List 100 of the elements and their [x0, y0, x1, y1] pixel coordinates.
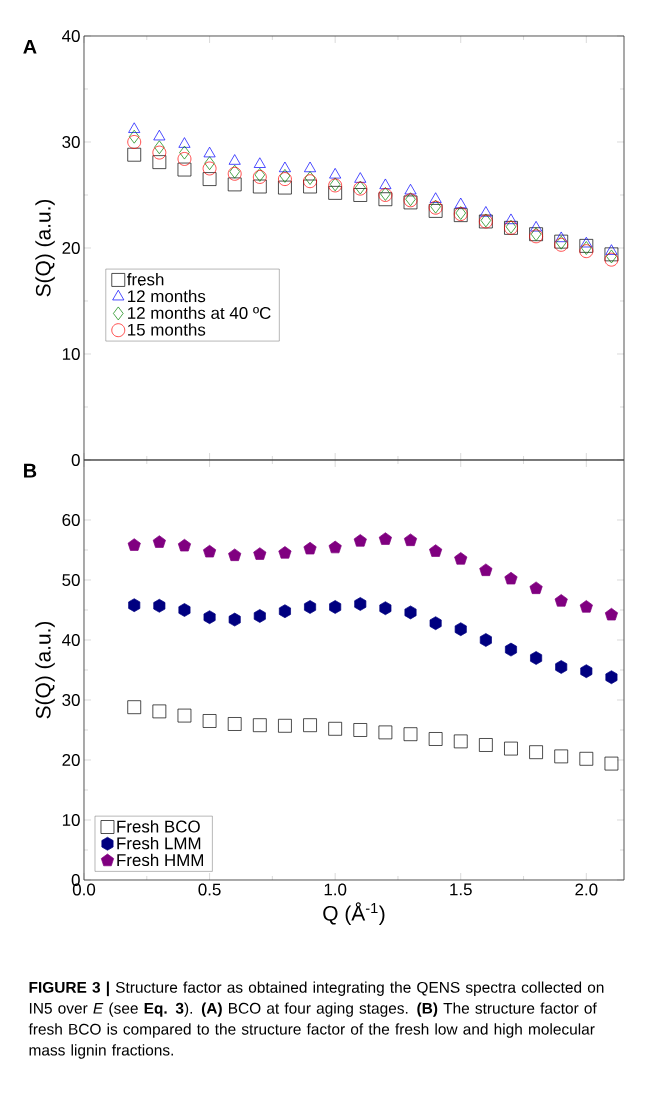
x-tick-label: 0.5 [198, 883, 221, 896]
y-tick-label: 20 [62, 753, 80, 766]
point [204, 156, 215, 171]
point [429, 192, 442, 203]
point [479, 633, 492, 647]
point [329, 600, 342, 614]
point [579, 244, 594, 259]
y-tick-label: 40 [62, 633, 80, 646]
y-axis-title: S(Q) (a.u.) [35, 199, 55, 297]
point [404, 605, 417, 620]
point [227, 177, 242, 192]
point [127, 538, 141, 551]
point [278, 604, 291, 619]
point [530, 651, 543, 665]
x-tick-label: 2.0 [575, 883, 598, 896]
point [479, 563, 493, 576]
x-tick-label: 1.0 [324, 883, 347, 896]
point [178, 137, 191, 148]
point [428, 204, 443, 218]
point [328, 721, 343, 736]
y-tick-label: 0 [71, 453, 80, 466]
point [152, 145, 167, 160]
point [353, 723, 368, 737]
point [177, 152, 192, 166]
point [604, 756, 619, 771]
point [227, 717, 242, 731]
point [505, 642, 517, 657]
point [153, 129, 166, 141]
point [177, 162, 192, 177]
legend-label: fresh [127, 273, 164, 286]
point [354, 172, 367, 183]
chart-title: A [23, 39, 37, 54]
point [505, 213, 517, 225]
point [328, 540, 342, 554]
point [128, 598, 141, 613]
y-axis-title: S(Q) (a.u.) [35, 621, 55, 719]
point [152, 535, 166, 548]
point [203, 544, 217, 558]
point [154, 140, 165, 155]
point [278, 161, 291, 173]
x-axis-title: Q (Å$^{-1}$) [323, 902, 385, 925]
point [253, 157, 266, 168]
point [304, 171, 316, 185]
point [203, 146, 216, 158]
point [228, 612, 241, 627]
x-tick-label: 1.5 [450, 883, 472, 896]
legend-label: Fresh LMM [117, 836, 201, 850]
point [203, 610, 216, 625]
point [479, 738, 493, 752]
legend-label: 12 months [128, 289, 206, 303]
point [202, 161, 217, 176]
point [353, 534, 367, 547]
legend-label: 15 months [128, 323, 206, 336]
point [153, 598, 166, 613]
y-tick-label: 40 [62, 29, 80, 42]
point [530, 221, 543, 232]
point [253, 547, 267, 560]
point [454, 552, 468, 565]
point [554, 594, 568, 607]
point [378, 532, 392, 545]
point [177, 538, 191, 552]
point [304, 600, 317, 614]
point [304, 161, 317, 173]
y-tick-label: 30 [62, 135, 80, 148]
point [404, 183, 417, 195]
point [353, 188, 368, 202]
point [128, 122, 141, 133]
y-tick-label: 20 [62, 241, 80, 254]
point [605, 244, 618, 255]
point [403, 727, 418, 742]
point [454, 197, 467, 209]
point [329, 168, 342, 179]
point [579, 600, 593, 613]
point [278, 718, 292, 733]
point [152, 155, 167, 169]
point [228, 548, 242, 561]
y-tick-label: 30 [62, 693, 80, 706]
y-tick-label: 10 [62, 347, 80, 360]
point [303, 174, 317, 189]
point [228, 154, 241, 165]
point [604, 607, 618, 621]
point [129, 129, 140, 144]
y-tick-label: 10 [62, 813, 80, 826]
point [354, 597, 367, 611]
y-tick-label: 50 [62, 573, 80, 586]
y-tick-label: 60 [62, 513, 80, 526]
point [580, 236, 593, 248]
point [303, 541, 317, 555]
point [127, 700, 142, 715]
point [429, 544, 443, 557]
point [454, 622, 467, 637]
legend-label: Fresh BCO [117, 820, 200, 833]
legend-label: Fresh HMM [117, 853, 204, 867]
point [453, 734, 468, 749]
point [178, 603, 191, 617]
point [555, 231, 568, 243]
point [202, 172, 217, 186]
point [555, 660, 568, 674]
point [378, 192, 393, 207]
point [529, 581, 543, 594]
